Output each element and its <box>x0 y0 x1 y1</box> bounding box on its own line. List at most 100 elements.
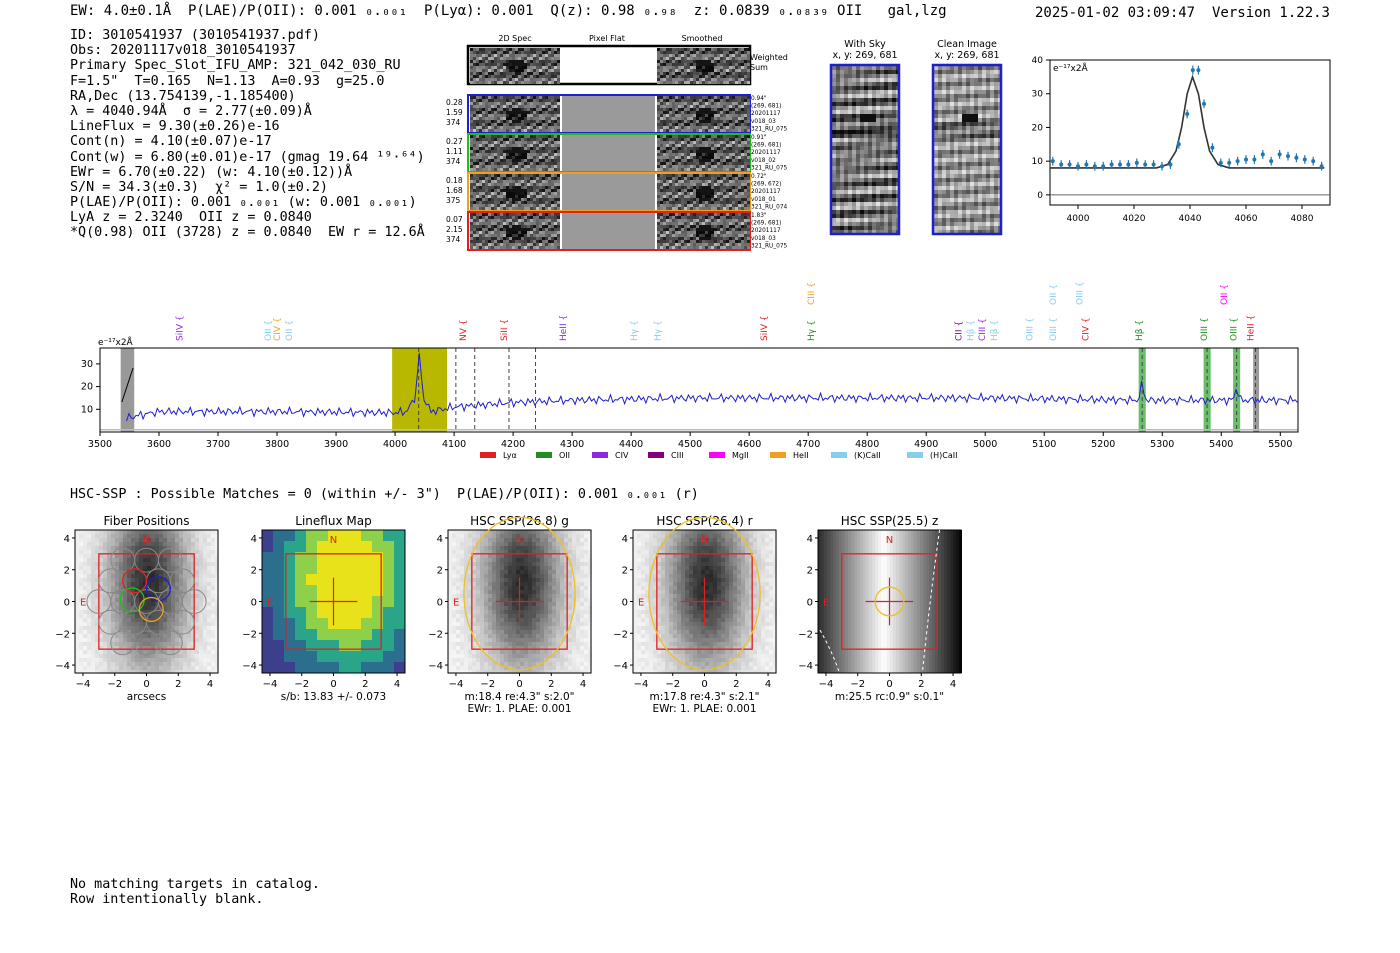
ytick-label: 4 <box>622 534 628 545</box>
legend-entry: CIII <box>648 451 684 460</box>
pixel-flat <box>562 213 655 249</box>
image-coords: x, y: 269, 681 <box>832 50 897 61</box>
info-line: Cont(w) = 6.80(±0.01)e-17 (gmag 19.64 ¹⁹… <box>70 149 425 165</box>
panel-title: Lineflux Map <box>295 514 371 528</box>
xtick-label: 3500 <box>88 439 112 450</box>
cutout-left-label: 0.18 <box>446 176 463 185</box>
xtick-label: −2 <box>294 679 309 690</box>
ellipse-aperture <box>648 516 761 671</box>
xtick-label: −4 <box>634 679 649 690</box>
grayscale-image <box>633 530 777 674</box>
fiber-circle <box>134 630 159 656</box>
xtick-label: 2 <box>362 679 368 690</box>
cutout-right-label: 20201117 <box>751 150 781 156</box>
ytick-label: 2 <box>622 566 628 577</box>
cutout-right-label: (269, 672) <box>751 182 781 188</box>
panel-subtitle-2: EWr: 1. PLAE: 0.001 <box>652 703 756 715</box>
xtick-label: 5500 <box>1268 439 1292 450</box>
emission-line-label: OIII { <box>1076 281 1086 305</box>
pixel-flat <box>562 135 655 171</box>
xtick-label: 5100 <box>1032 439 1056 450</box>
panel-title: HSC SSP(25.5) z <box>841 514 939 528</box>
north-label: N <box>886 535 893 546</box>
east-label: E <box>638 598 644 609</box>
emission-line-label: Hγ { <box>630 320 640 341</box>
emission-line-label: OIII { <box>1025 317 1035 341</box>
xtick-label: 4000 <box>1067 214 1090 224</box>
xtick-label: 2 <box>175 679 181 690</box>
data-point <box>1227 158 1232 168</box>
xtick-label: −2 <box>665 679 680 690</box>
footer-line-1: No matching targets in catalog. <box>70 877 320 892</box>
fit-curve <box>1050 74 1325 169</box>
fiber-circle <box>169 609 195 635</box>
zoom-axes <box>1049 59 1331 206</box>
xtick-label: 4040 <box>1179 214 1202 224</box>
xtick-label: 5000 <box>973 439 997 450</box>
fiber-highlight <box>138 596 164 623</box>
cutout-left-label: 374 <box>446 118 461 127</box>
zoom-spectrum-chart: 0 10 20 30 40 4000 4020 4040 4060 4080 e⁻¹⁷x2Å <box>1032 56 1331 224</box>
hsc-panels: Fiber Positions N E −4 −4 −2 −2 0 0 2 2 4 4 arcsecs Li… <box>55 514 962 715</box>
cutout-right-label: 20201117 <box>751 189 781 195</box>
cutout-image <box>470 135 560 171</box>
hsc-panel: HSC SSP(26.4) r N E −4 −4 −2 −2 0 0 2 2 4 4 m:17.8 re… <box>613 514 777 715</box>
data-point <box>1319 161 1324 171</box>
data-point <box>1168 160 1173 169</box>
summary-header: EW: 4.0±0.1Å P(LAE)/P(OII): 0.001 ₀.₀₀₁ … <box>70 3 947 19</box>
xtick-label: 4300 <box>560 439 584 450</box>
fiber-circle <box>98 609 124 635</box>
xtick-label: 0 <box>886 679 892 690</box>
ytick-label: 2 <box>807 566 813 577</box>
contour <box>819 629 840 674</box>
ytick-label: 4 <box>437 534 443 545</box>
emission-line-label: CIV { <box>273 317 283 341</box>
hsc-panel: Lineflux Map N E −4 −4 −2 −2 0 0 2 2 4 4 s/b: 13.83 +… <box>242 514 406 703</box>
cutout-image <box>657 174 750 210</box>
info-line: LineFlux = 9.30(±0.26)e-16 <box>70 119 280 135</box>
info-line: Obs: 20201117v018_3010541937 <box>70 43 296 59</box>
grayscale-image <box>448 530 592 674</box>
data-point <box>1235 156 1240 166</box>
ytick-label: 10 <box>81 404 93 415</box>
xtick-label: 4200 <box>501 439 525 450</box>
emission-line-label: SiIV { <box>176 315 186 341</box>
info-line: λ = 4040.94Å σ = 2.77(±0.09)Å <box>70 103 312 119</box>
xtick-label: 4020 <box>1123 214 1146 224</box>
cutout-right-label: (269, 681) <box>751 143 781 149</box>
data-point <box>1118 160 1122 169</box>
north-label: N <box>143 535 150 546</box>
image-title: Clean Image <box>937 39 997 50</box>
cutout-right-label: 321_RU_075 <box>751 165 788 171</box>
xtick-label: 3800 <box>265 439 289 450</box>
panel-subtitle: s/b: 13.83 +/- 0.073 <box>281 691 386 703</box>
xtick-label: 5300 <box>1150 439 1174 450</box>
panel-title: HSC SSP(26.4) r <box>656 514 752 528</box>
legend-entry: MgII <box>709 451 749 460</box>
emission-line-label: HeII { <box>1247 315 1257 341</box>
info-line: ID: 3010541937 (3010541937.pdf) <box>70 28 320 43</box>
panel-subtitle-2: EWr: 1. PLAE: 0.001 <box>467 703 571 715</box>
xtick-label: 4 <box>207 679 213 690</box>
spectrum-line <box>126 352 1298 422</box>
panel-subtitle: m:25.5 rc:0.9" s:0.1" <box>835 691 944 703</box>
data-point <box>1151 160 1156 169</box>
xtick-label: 4000 <box>383 439 407 450</box>
ytick-label: 10 <box>1032 157 1044 167</box>
timestamp: 2025-01-02 03:09:47 <box>1034 5 1196 21</box>
data-point <box>1050 156 1055 166</box>
emission-line-label: CIV { <box>1081 317 1091 341</box>
xtick-label: −4 <box>449 679 464 690</box>
xtick-label: 5400 <box>1209 439 1233 450</box>
emission-line-label: SiII { <box>500 319 510 341</box>
data-point <box>1286 151 1290 161</box>
xtick-label: −2 <box>107 679 122 690</box>
xtick-label: 4100 <box>442 439 466 450</box>
footer-line-2: Row intentionally blank. <box>70 892 264 907</box>
ytick-label: −4 <box>613 661 628 672</box>
panel-title: Fiber Positions <box>103 514 189 528</box>
image-frame <box>829 63 901 236</box>
xtick-label: 5200 <box>1091 439 1115 450</box>
cutout-right-label: 321_RU_075 <box>751 126 788 132</box>
